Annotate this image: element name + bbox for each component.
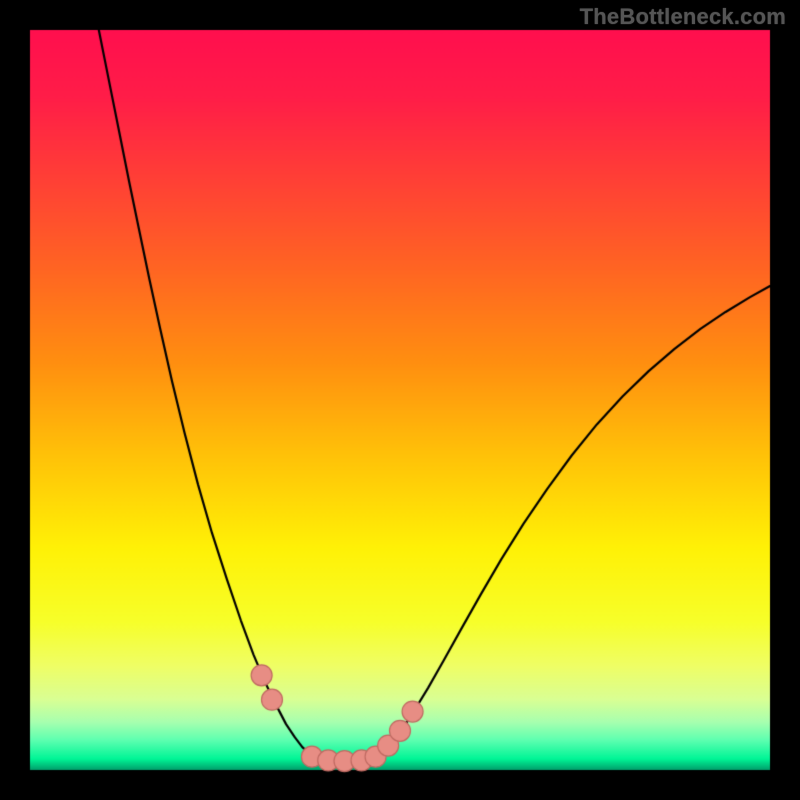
chart-stage: TheBottleneck.com (0, 0, 800, 800)
watermark-text: TheBottleneck.com (580, 4, 786, 30)
bottleneck-curve-chart (0, 0, 800, 800)
